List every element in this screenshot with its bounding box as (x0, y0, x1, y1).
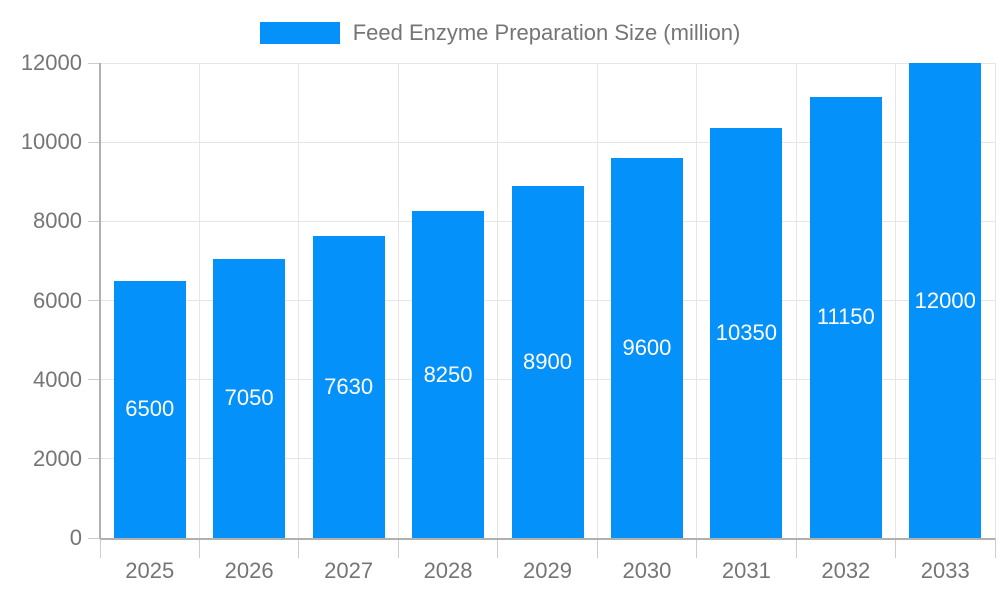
y-axis-tick (88, 141, 100, 143)
y-axis-tick (88, 537, 100, 539)
x-axis-tick (994, 538, 996, 558)
bar-2033[interactable]: 12000 (909, 63, 982, 538)
x-axis-tick (795, 538, 797, 558)
y-axis-tick (88, 300, 100, 301)
gridline-x (994, 63, 996, 538)
gridline-x (596, 63, 598, 538)
bar-2031[interactable]: 10350 (710, 128, 783, 538)
gridline-y (100, 62, 995, 64)
bar-2027[interactable]: 7630 (312, 235, 385, 538)
gridline-x (397, 63, 399, 538)
x-axis-label-2028: 2028 (423, 558, 473, 583)
y-axis-label: 0 (69, 525, 82, 550)
legend: Feed Enzyme Preparation Size (million) (0, 21, 1000, 45)
x-axis-tick (198, 538, 200, 558)
bar-value-label: 9600 (622, 335, 672, 360)
bar-2028[interactable]: 8250 (412, 211, 485, 538)
bar-2030[interactable]: 9600 (610, 158, 683, 538)
gridline-x (696, 63, 698, 538)
y-axis-label: 4000 (33, 366, 82, 392)
bar-2025[interactable]: 6500 (113, 280, 186, 538)
x-axis-tick (99, 538, 101, 558)
bar-2032[interactable]: 11150 (809, 96, 882, 538)
x-axis-line (100, 538, 995, 540)
y-axis-line (99, 63, 101, 539)
y-axis-tick (88, 458, 100, 460)
x-axis-tick (497, 538, 499, 558)
bar-value-label: 7630 (324, 373, 374, 399)
gridline-x (198, 63, 200, 538)
gridline-x (795, 63, 797, 538)
x-axis-label-2032: 2032 (821, 558, 871, 583)
legend-label[interactable]: Feed Enzyme Preparation Size (million) (352, 20, 741, 45)
bar-value-label: 6500 (125, 396, 175, 422)
bar-value-label: 12000 (914, 287, 976, 313)
x-axis-label-2025: 2025 (125, 558, 175, 583)
x-axis-tick (596, 538, 598, 558)
x-axis-label-2029: 2029 (523, 558, 572, 583)
bar-value-label: 11150 (816, 304, 875, 330)
y-axis-label: 8000 (33, 208, 82, 234)
legend-swatch[interactable] (259, 22, 340, 44)
x-axis-tick (895, 538, 897, 558)
gridline-y (100, 141, 995, 143)
y-axis-tick (88, 220, 100, 222)
bar-2026[interactable]: 7050 (213, 258, 286, 538)
gridline-x (497, 63, 499, 538)
y-axis-tick (88, 62, 100, 64)
y-axis-label: 6000 (33, 287, 82, 313)
x-axis-tick (397, 538, 399, 558)
bar-2029[interactable]: 8900 (511, 185, 584, 538)
bar-value-label: 8250 (423, 361, 473, 387)
x-axis-label-2027: 2027 (324, 558, 374, 583)
bar-value-label: 8900 (523, 348, 572, 374)
y-axis-tick (88, 379, 100, 381)
x-axis-label-2030: 2030 (622, 558, 672, 583)
y-axis-label: 10000 (20, 129, 82, 155)
bar-value-label: 10350 (715, 320, 777, 346)
x-axis-tick (696, 538, 698, 558)
x-axis-tick (298, 538, 300, 558)
x-axis-label-2033: 2033 (920, 558, 970, 583)
y-axis-label: 12000 (20, 50, 82, 75)
x-axis-label-2031: 2031 (721, 558, 771, 583)
x-axis-label-2026: 2026 (224, 558, 274, 583)
bar-value-label: 7050 (224, 385, 274, 411)
gridline-x (895, 63, 897, 538)
gridline-x (298, 63, 300, 538)
y-axis-label: 2000 (33, 445, 82, 471)
plot-area: 0 2000 4000 6000 8000 10000 12000 6500 2025 7050 2… (21, 52, 996, 582)
